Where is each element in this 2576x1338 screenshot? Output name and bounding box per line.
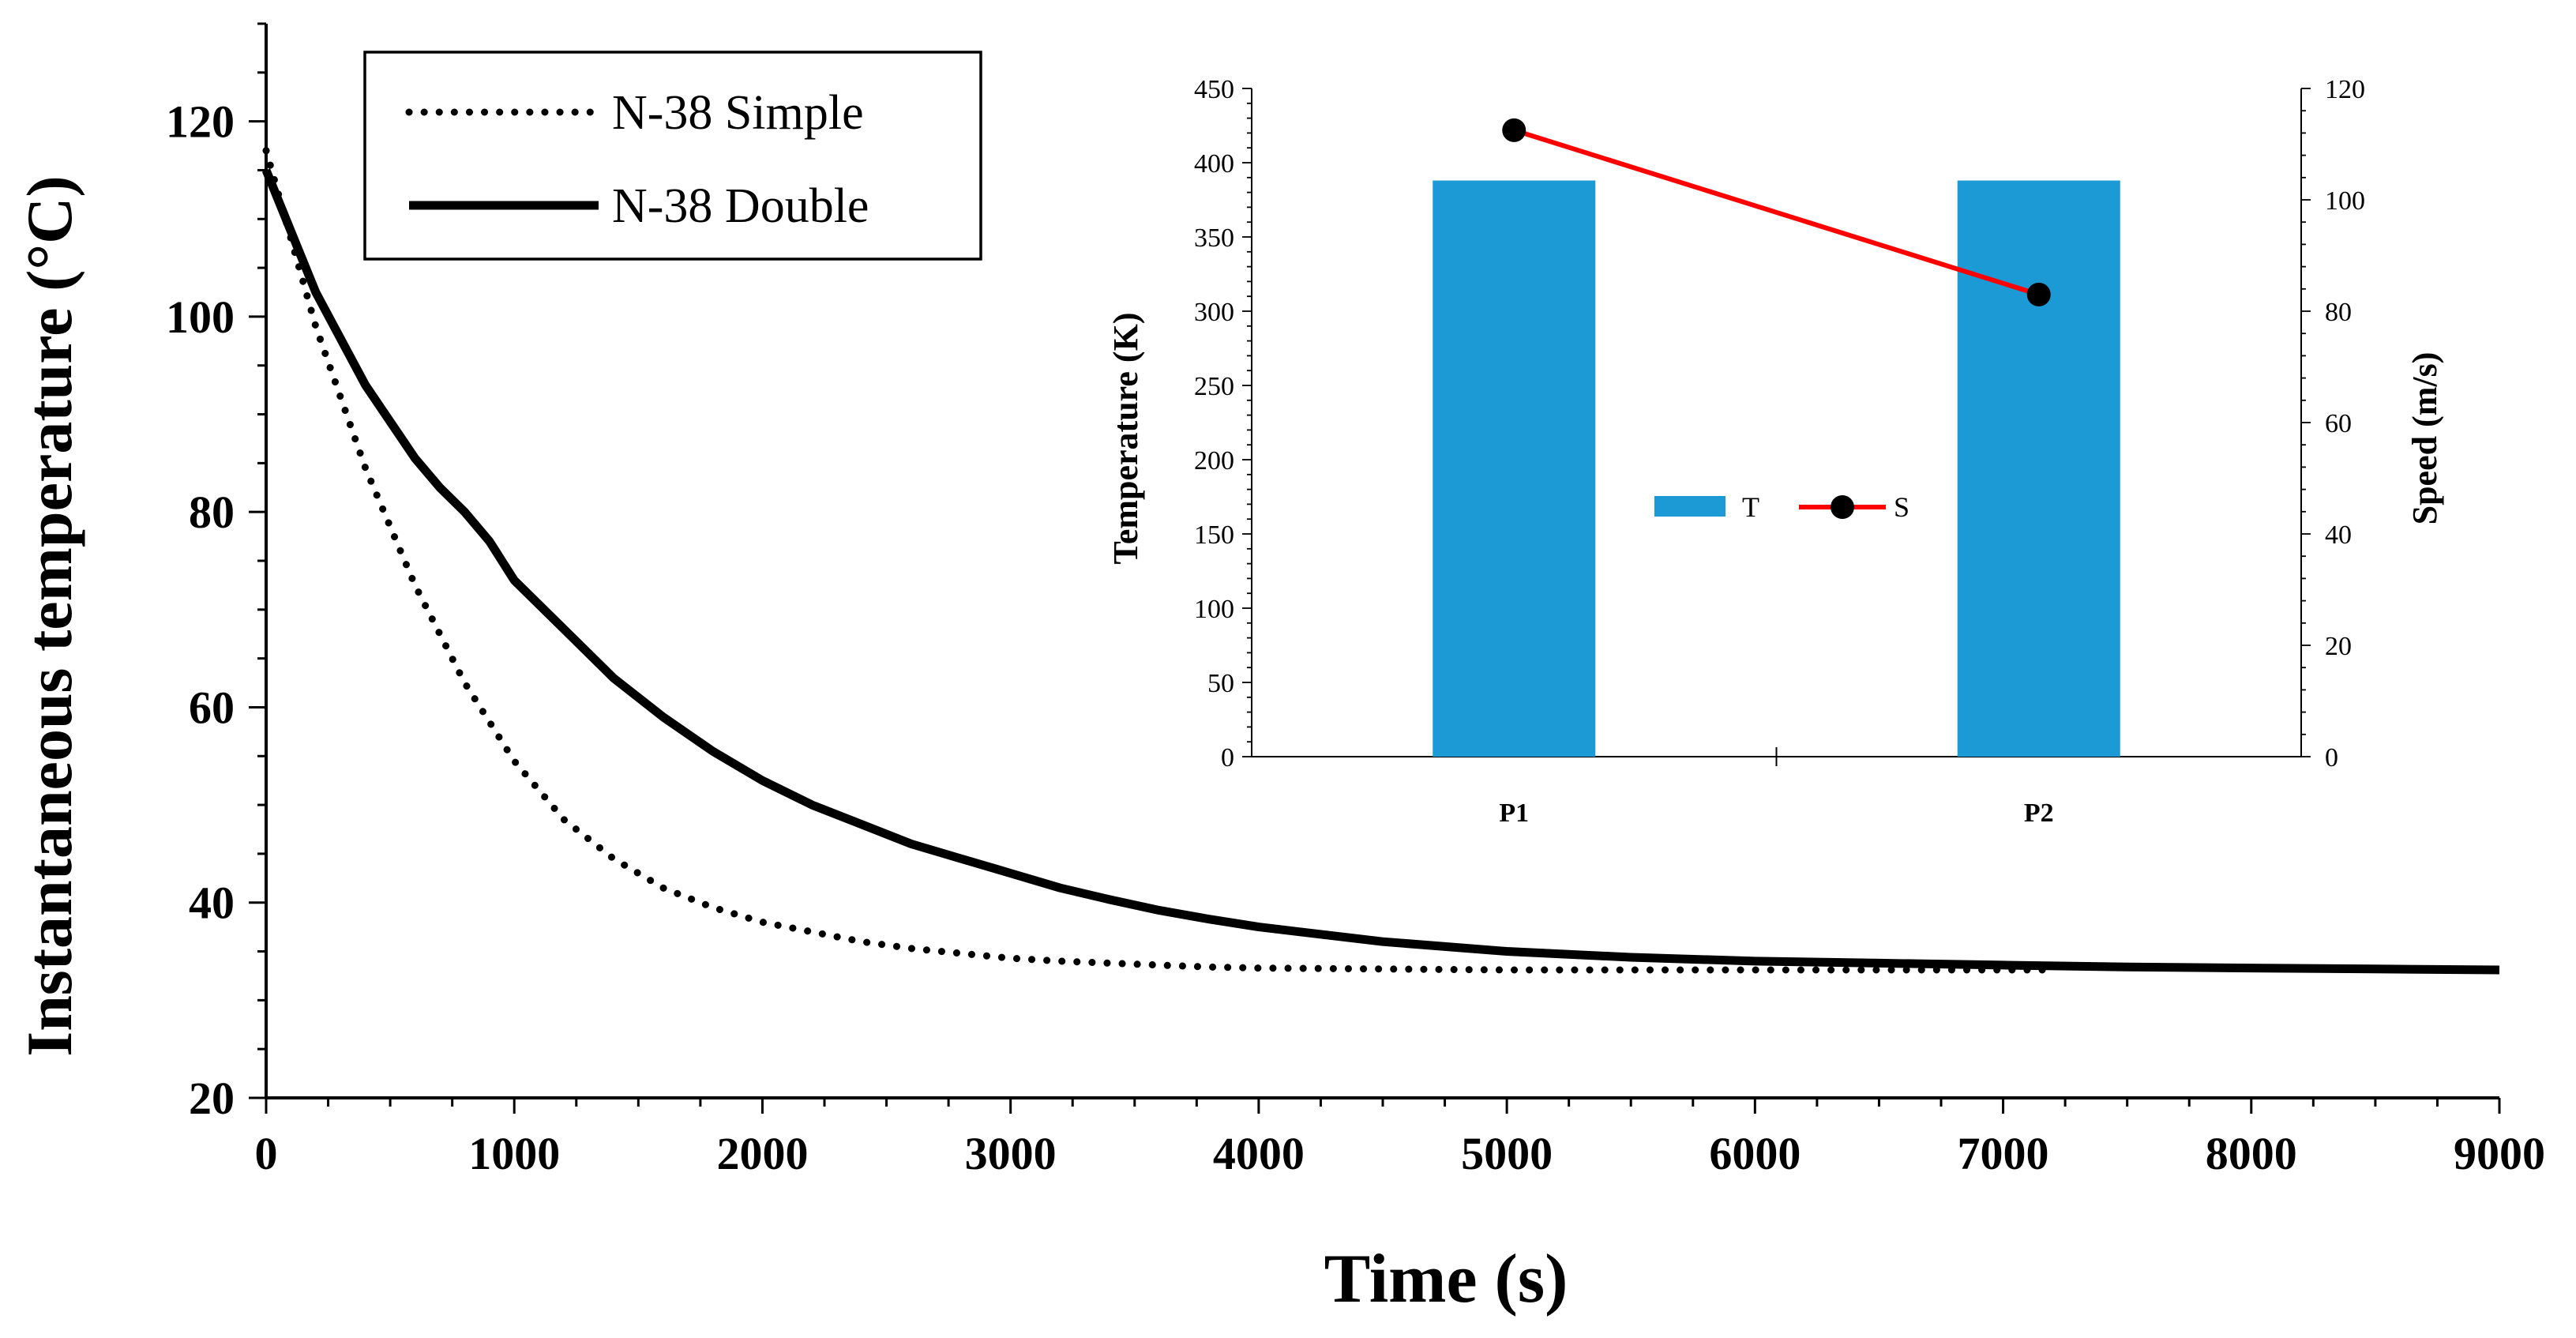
x-tick-label: 7000: [1958, 1128, 2049, 1179]
inset-y-tick-label: 50: [1207, 669, 1234, 698]
inset-y-axis-title: Temperature (K): [1106, 313, 1145, 565]
x-axis-title: Time (s): [1324, 1241, 1568, 1317]
inset-y2-axis-title: Speed (m/s): [2405, 352, 2444, 525]
inset-y-tick-label: 250: [1194, 372, 1234, 401]
x-tick-label: 9000: [2454, 1128, 2545, 1179]
series-line-double: [261, 168, 2500, 975]
inset-category-label: P2: [2024, 799, 2054, 828]
y-axis-title: Instantaneous temperature (°C): [13, 175, 85, 1056]
inset-y2-tick-label: 40: [2325, 521, 2352, 550]
inset-y-tick-label: 400: [1194, 149, 1234, 179]
legend-label: N-38 Simple: [612, 86, 864, 140]
x-tick-label: 5000: [1461, 1128, 1553, 1179]
inset-y2-tick-label: 0: [2325, 743, 2338, 772]
inset-y-tick-label: 300: [1194, 298, 1234, 327]
inset-legend-label-t: T: [1742, 491, 1759, 523]
inset-y-tick-label: 0: [1221, 743, 1234, 772]
series-line-simple: [262, 147, 2056, 974]
inset-y2-tick-label: 80: [2325, 298, 2352, 327]
inset-legend-label-s: S: [1894, 491, 1909, 523]
inset-y2-tick-label: 20: [2325, 632, 2352, 661]
inset-speed-line: [1513, 128, 2040, 297]
inset-legend-swatch-s-marker: [1831, 495, 1854, 519]
inset-chart: 0 50 100 150 200 250 300 350 400 450 0 20 40 60 80 100 1…: [1106, 75, 2444, 828]
inset-category-label: P1: [1499, 799, 1529, 828]
y-tick-label: 100: [166, 291, 235, 343]
inset-y-tick-label: 450: [1194, 75, 1234, 104]
y-tick-label: 40: [189, 878, 235, 929]
inset-y2-tick-label: 60: [2325, 409, 2352, 438]
y-tick-label: 20: [189, 1073, 235, 1124]
inset-y2-tick-label: 120: [2325, 75, 2365, 104]
inset-y-tick-label: 150: [1194, 521, 1234, 550]
inset-y-tick-label: 100: [1194, 595, 1234, 624]
x-tick-label: 8000: [2206, 1128, 2297, 1179]
inset-speed-point-p2: [2026, 282, 2051, 306]
x-tick-label: 2000: [716, 1128, 808, 1179]
x-tick-label: 3000: [965, 1128, 1057, 1179]
legend-box: [363, 51, 982, 261]
x-tick-label: 0: [255, 1128, 278, 1179]
inset-speed-point-p1: [1502, 118, 1526, 142]
x-tick-label: 4000: [1213, 1128, 1305, 1179]
x-tick-label: 6000: [1709, 1128, 1801, 1179]
inset-bar-p1: [1433, 180, 1596, 757]
legend-label: N-38 Double: [612, 179, 869, 233]
y-tick-label: 60: [189, 682, 235, 733]
inset-bar-p2: [1957, 180, 2120, 757]
legend: N-38 Simple N-38 Double: [363, 51, 982, 261]
y-tick-label: 120: [166, 96, 235, 148]
inset-y2-tick-label: 100: [2325, 186, 2365, 216]
inset-y-tick-label: 200: [1194, 446, 1234, 475]
y-tick-label: 80: [189, 487, 235, 538]
inset-legend-swatch-t: [1654, 496, 1725, 517]
x-tick-label: 1000: [468, 1128, 560, 1179]
inset-y-tick-label: 350: [1194, 224, 1234, 253]
